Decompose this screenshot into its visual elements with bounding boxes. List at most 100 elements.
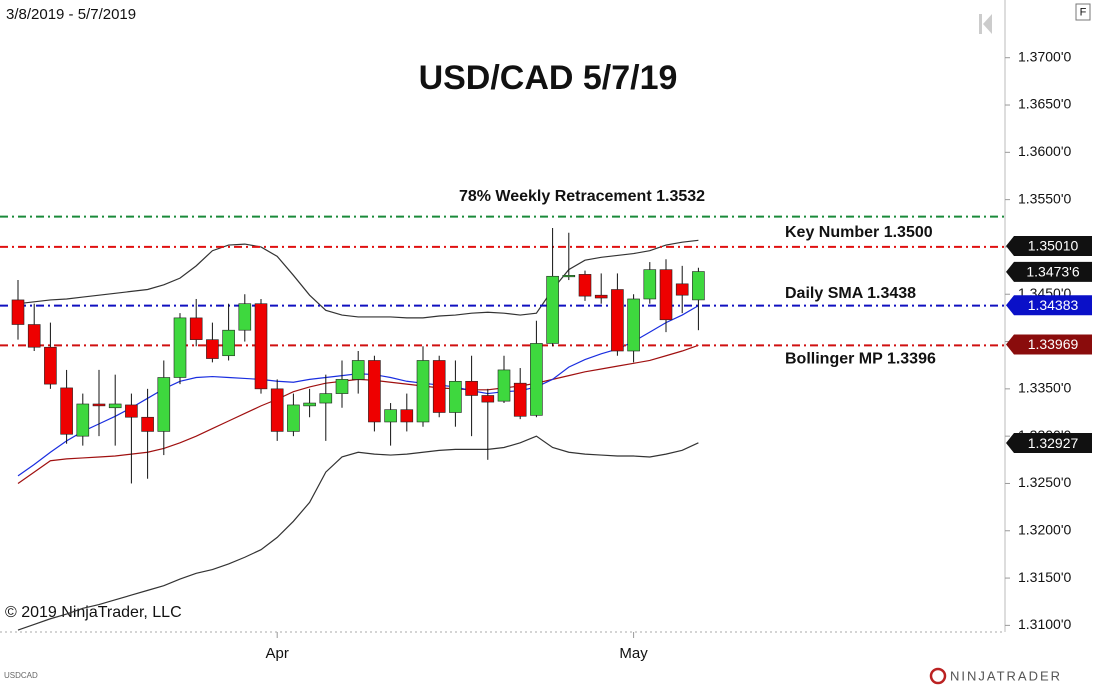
y-tick-label: 1.3100'0	[1018, 616, 1071, 632]
candle-body	[108, 403, 122, 409]
candle	[659, 259, 673, 333]
candle-body	[643, 269, 657, 300]
x-tick-label: May	[619, 645, 648, 662]
indicator-line	[17, 239, 699, 319]
candle	[287, 393, 300, 437]
candle	[643, 262, 657, 304]
y-tick-label: 1.3600'0	[1018, 143, 1071, 159]
level-label: 78% Weekly Retracement 1.3532	[459, 188, 705, 205]
candle	[189, 298, 203, 347]
candle	[108, 374, 122, 446]
candle	[27, 303, 41, 352]
candle	[206, 322, 219, 363]
candle-body	[659, 269, 673, 321]
candle-body	[254, 303, 268, 390]
candle-body	[530, 343, 543, 416]
candle-body	[76, 403, 90, 437]
brand: NINJATRADER	[950, 668, 1062, 683]
candle	[270, 379, 284, 441]
candle-body	[44, 346, 57, 385]
candle-body	[368, 360, 381, 423]
candle-body	[497, 369, 511, 402]
candle	[92, 369, 106, 437]
level-label: Key Number 1.3500	[785, 224, 933, 241]
candle	[627, 294, 640, 363]
candle-body	[562, 275, 576, 278]
y-tick-label: 1.3350'0	[1018, 380, 1071, 396]
candle-body	[513, 382, 527, 417]
y-tick-label: 1.3550'0	[1018, 190, 1071, 206]
chart-title: USD/CAD 5/7/19	[419, 59, 678, 97]
price-marker	[1006, 295, 1092, 316]
price-marker-label: 1.35010	[1028, 238, 1079, 254]
candle	[11, 280, 25, 340]
candle	[254, 298, 268, 394]
candle-body	[287, 404, 300, 432]
candle-body	[206, 339, 219, 359]
candle-body	[611, 289, 624, 352]
button-frame[interactable]	[1075, 3, 1091, 21]
price-marker-label: 1.33969	[1028, 336, 1079, 352]
y-tick-label: 1.3200'0	[1018, 521, 1071, 537]
candle-body	[675, 283, 689, 296]
candle	[675, 265, 689, 314]
brand-logo	[929, 667, 947, 685]
candle	[449, 360, 462, 427]
candle	[497, 355, 511, 404]
candle-body	[125, 404, 138, 418]
candle	[125, 393, 138, 484]
y-tick-label: 1.3650'0	[1018, 96, 1071, 112]
level-label: Bollinger MP 1.3396	[785, 351, 936, 368]
candle	[513, 368, 527, 420]
candle	[335, 360, 349, 408]
candle	[400, 393, 414, 432]
price-marker-label: 1.34383	[1028, 297, 1079, 313]
candle	[351, 351, 365, 394]
candle-body	[92, 403, 106, 407]
candle-body	[141, 416, 154, 432]
candle	[530, 320, 543, 418]
candle	[173, 313, 187, 385]
candle	[157, 360, 171, 456]
candle-body	[189, 317, 203, 340]
candle-body	[222, 329, 235, 357]
candle	[44, 322, 57, 389]
collapse-icon[interactable]	[979, 14, 992, 34]
candle	[692, 267, 705, 331]
y-tick-label: 1.3150'0	[1018, 569, 1071, 585]
candle	[416, 346, 430, 427]
y-tick-label: 1.3700'0	[1018, 48, 1071, 64]
candle	[578, 270, 592, 301]
price-marker	[1006, 334, 1092, 355]
x-tick-label: Apr	[266, 645, 289, 662]
candle-body	[465, 380, 478, 396]
candle-body	[416, 360, 430, 423]
price-marker	[1006, 235, 1092, 256]
price-marker	[1006, 261, 1092, 282]
copyright: © 2019 NinjaTrader, LLC	[5, 604, 182, 621]
candle-body	[481, 395, 495, 403]
y-tick-label: 1.3250'0	[1018, 474, 1071, 490]
candle	[546, 228, 559, 347]
candle	[303, 388, 316, 418]
candle-body	[449, 380, 462, 413]
button-label[interactable]: F	[1080, 6, 1087, 18]
candle-body	[384, 409, 397, 423]
candle-body	[11, 299, 25, 325]
candle	[222, 303, 235, 361]
candle-body	[173, 317, 187, 378]
candle-body	[319, 393, 333, 404]
level-label: Daily SMA 1.3438	[785, 285, 916, 302]
indicator-line	[17, 435, 699, 631]
candle-body	[157, 377, 171, 432]
candle-body	[60, 387, 73, 435]
candle-body	[546, 275, 559, 344]
price-marker	[1006, 433, 1092, 454]
candle	[594, 273, 608, 304]
candle	[432, 355, 446, 418]
candle-body	[27, 324, 41, 348]
instrument: USDCAD	[4, 671, 38, 680]
candle-body	[578, 274, 592, 297]
